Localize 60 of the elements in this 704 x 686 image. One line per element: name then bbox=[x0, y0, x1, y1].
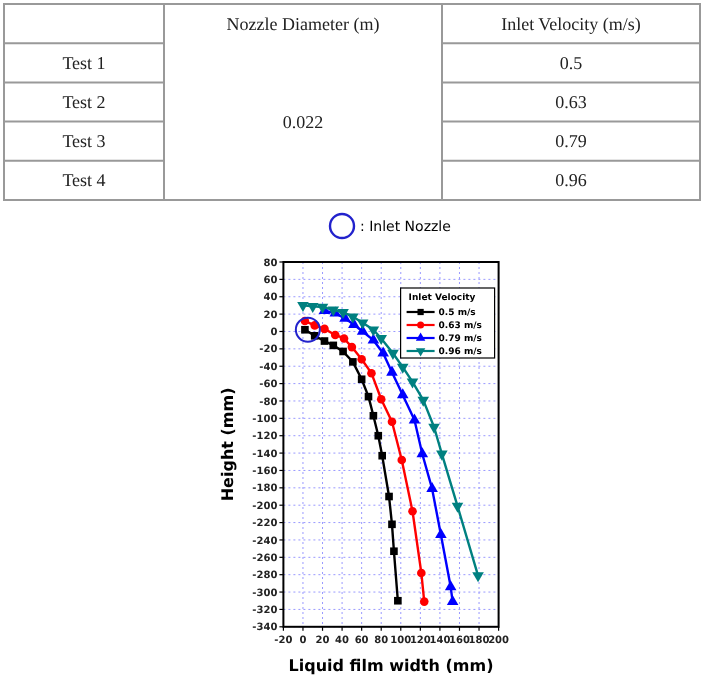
point bbox=[378, 451, 387, 460]
point bbox=[394, 596, 402, 605]
point bbox=[396, 388, 409, 399]
point bbox=[367, 333, 380, 344]
point bbox=[419, 597, 429, 606]
point bbox=[387, 417, 397, 427]
data-label: 0.63 bbox=[555, 92, 588, 112]
category-label: Test 4 bbox=[62, 170, 107, 191]
point bbox=[390, 547, 398, 556]
point bbox=[357, 375, 366, 384]
point bbox=[385, 492, 393, 501]
point bbox=[451, 502, 464, 513]
point bbox=[426, 482, 438, 493]
point bbox=[446, 594, 459, 605]
point bbox=[376, 394, 386, 404]
text: Inlet Velocity (m/s) bbox=[501, 13, 641, 34]
point bbox=[406, 378, 419, 389]
point bbox=[374, 431, 383, 440]
point bbox=[436, 450, 448, 461]
point bbox=[444, 580, 457, 591]
point bbox=[417, 568, 426, 578]
point bbox=[472, 572, 484, 583]
x-axis-title: Liquid film width (mm) bbox=[288, 656, 494, 675]
point bbox=[356, 319, 369, 330]
point bbox=[369, 411, 378, 420]
point bbox=[397, 455, 407, 465]
point bbox=[349, 358, 357, 366]
point bbox=[396, 363, 409, 374]
y-axis-title: Height (mm) bbox=[219, 387, 238, 502]
point bbox=[320, 337, 329, 345]
point bbox=[377, 346, 389, 357]
point bbox=[388, 520, 396, 529]
point bbox=[329, 341, 338, 350]
point bbox=[306, 302, 319, 313]
category-label: Test 3 bbox=[62, 131, 107, 152]
point bbox=[408, 413, 421, 424]
point bbox=[367, 326, 380, 337]
point bbox=[297, 302, 309, 313]
data-label: 0.96 bbox=[555, 170, 588, 191]
data-label: 0.79 bbox=[555, 131, 588, 152]
category-label: Test 2 bbox=[62, 92, 106, 112]
point bbox=[330, 330, 340, 340]
text: Nozzle Diameter (m) bbox=[226, 13, 380, 34]
point bbox=[320, 324, 329, 334]
point bbox=[417, 396, 430, 407]
point bbox=[428, 423, 440, 434]
point bbox=[375, 335, 388, 346]
point bbox=[387, 349, 399, 360]
point bbox=[357, 354, 366, 364]
category-label: Test 1 bbox=[62, 52, 106, 73]
data-label: 0.5 bbox=[559, 52, 584, 73]
point bbox=[339, 347, 347, 356]
point bbox=[367, 368, 376, 378]
text: 0.022 bbox=[282, 111, 324, 132]
point bbox=[339, 334, 349, 343]
point bbox=[435, 528, 447, 539]
point bbox=[416, 447, 429, 458]
point bbox=[347, 342, 357, 352]
point bbox=[386, 365, 398, 376]
point bbox=[408, 506, 417, 516]
